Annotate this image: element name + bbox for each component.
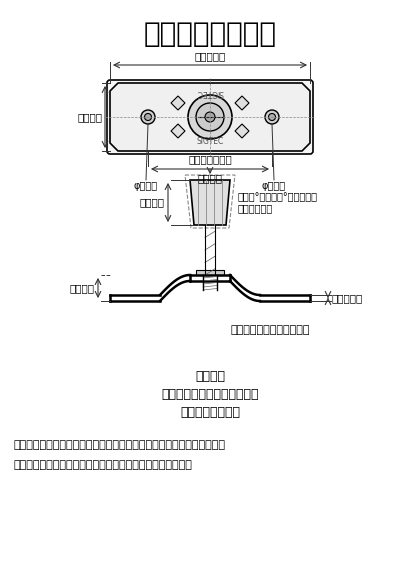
Text: ３５ｍｍ: ３５ｍｍ (77, 112, 102, 122)
Circle shape (141, 110, 155, 124)
Text: ７０ｍｍ: ７０ｍｍ (197, 173, 223, 183)
Polygon shape (110, 83, 310, 151)
Text: 接続ネジ部　Ｗ１／２－１２: 接続ネジ部 Ｗ１／２－１２ (161, 388, 259, 401)
Text: １００ｍｍ: １００ｍｍ (194, 51, 226, 61)
Text: Ｗ１／２－１２: Ｗ１／２－１２ (188, 154, 232, 164)
Text: １５ｍｍ: １５ｍｍ (70, 283, 95, 293)
Polygon shape (235, 124, 249, 138)
Text: ３．２ｍｍ: ３．２ｍｍ (332, 293, 363, 303)
Circle shape (144, 114, 152, 121)
Text: ３６０°方向に８°傾斜しても
自由回転可能: ３６０°方向に８°傾斜しても 自由回転可能 (238, 192, 318, 213)
Circle shape (196, 103, 224, 131)
Text: ナットカーリング部最大引張強度　　１９６１３Ｎ（２０００ｋｇｆ）: ナットカーリング部最大引張強度 １９６１３Ｎ（２０００ｋｇｆ） (14, 440, 226, 450)
Text: ツインタイプ本体変形開始　　６６６９Ｎ（６８０ｋｇｆ）: ツインタイプ本体変形開始 ６６６９Ｎ（６８０ｋｇｆ） (14, 460, 193, 470)
Polygon shape (171, 124, 185, 138)
Text: 対辺　　１７ｍｍ: 対辺 １７ｍｍ (180, 406, 240, 419)
Text: ツインタイプ本体: ツインタイプ本体 (144, 20, 276, 48)
Circle shape (268, 114, 276, 121)
Circle shape (205, 112, 215, 122)
Polygon shape (190, 180, 230, 225)
Polygon shape (171, 96, 185, 110)
Text: 高ナット: 高ナット (195, 370, 225, 383)
Circle shape (188, 95, 232, 139)
Polygon shape (235, 96, 249, 110)
Text: SIGTEC: SIGTEC (197, 136, 223, 146)
Text: 表面処理：ユニクロメッキ: 表面処理：ユニクロメッキ (230, 325, 310, 335)
Text: φ６．５: φ６．５ (134, 181, 158, 191)
Circle shape (265, 110, 279, 124)
Text: SIGTEC: SIGTEC (197, 89, 223, 97)
Bar (196, 270, 224, 275)
Text: φ６．５: φ６．５ (262, 181, 286, 191)
FancyBboxPatch shape (107, 80, 313, 154)
Text: ３５ｍｍ: ３５ｍｍ (140, 198, 165, 208)
